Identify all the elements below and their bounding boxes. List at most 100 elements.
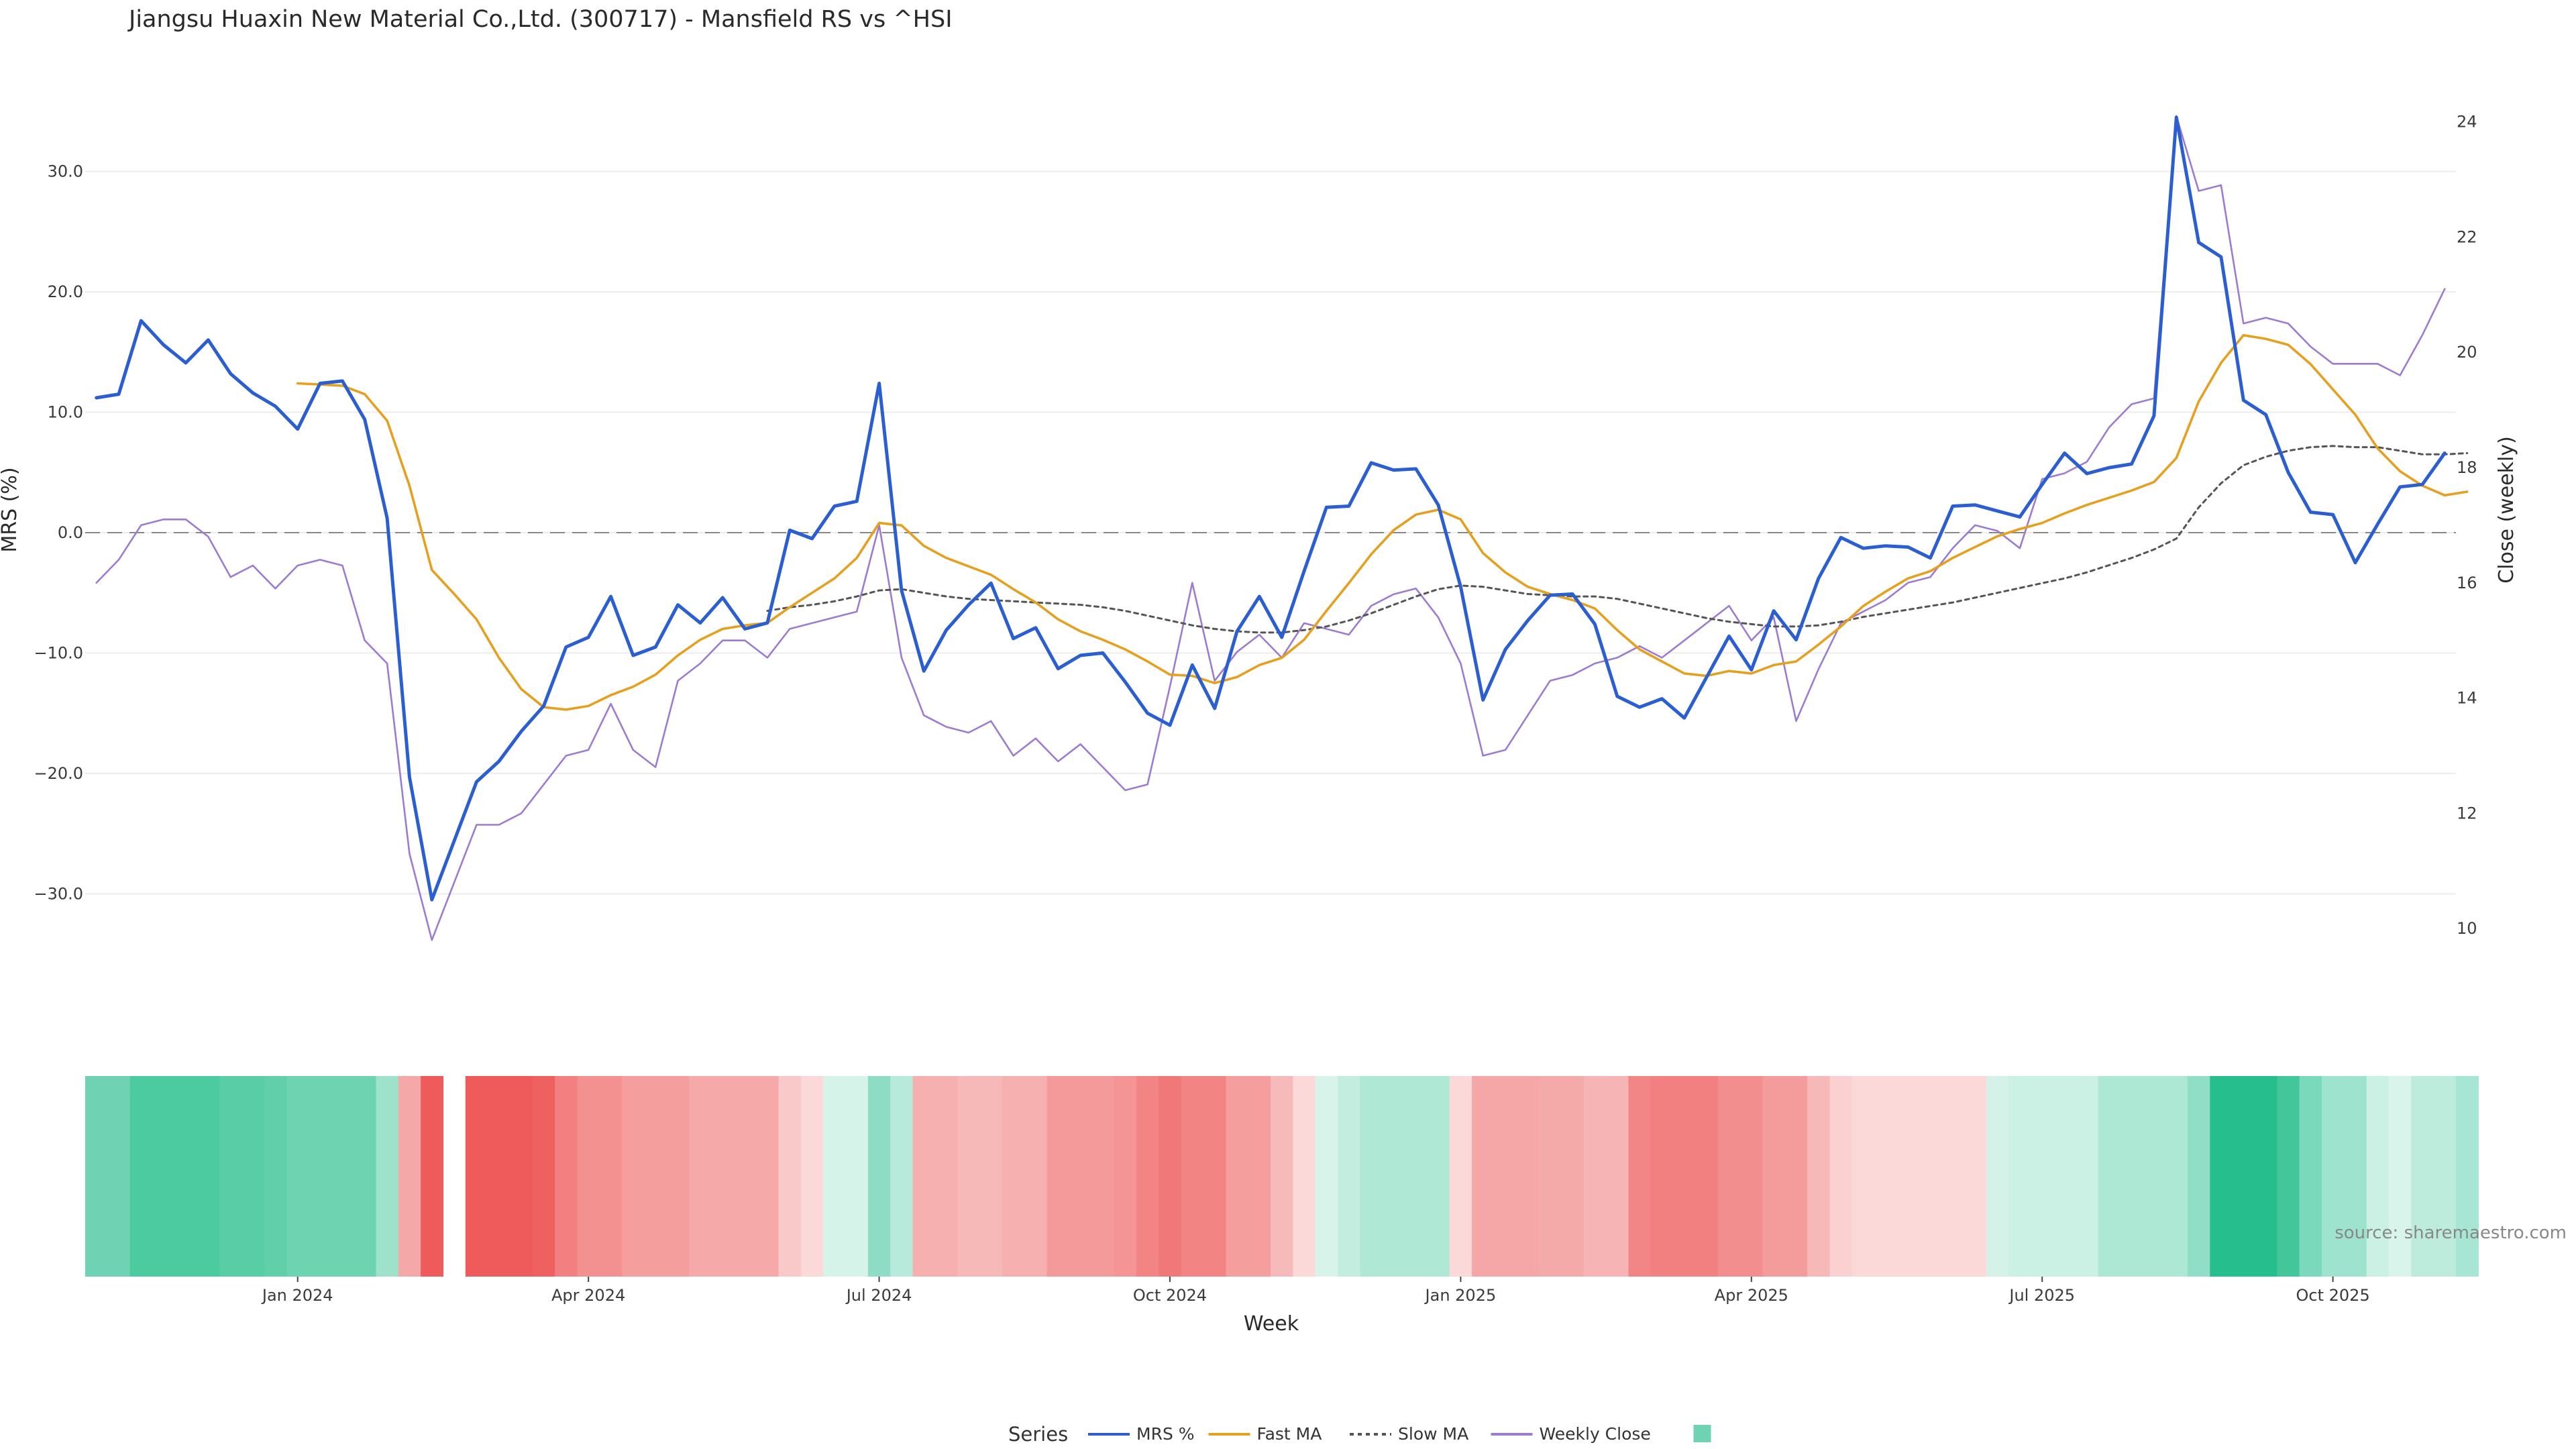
heat-cell [1046,1076,1070,1277]
heat-cell [644,1076,667,1277]
heat-cell [532,1076,555,1277]
heat-cell [1203,1076,1226,1277]
heat-cell [1762,1076,1786,1277]
heat-cell [555,1076,578,1277]
heat-cell [488,1076,511,1277]
right-tick-label: 18 [2457,458,2477,477]
heat-cell [2210,1076,2233,1277]
heat-cell [2031,1076,2054,1277]
heat-cell [1851,1076,1875,1277]
heat-cell [1159,1076,1182,1277]
heat-cell [1561,1076,1585,1277]
heat-cell [1091,1076,1115,1277]
legend-label: MRS % [1136,1424,1195,1444]
right-tick-label: 16 [2457,574,2477,592]
right-tick-label: 12 [2457,804,2477,822]
heat-cell [241,1076,265,1277]
legend-label: Fast MA [1257,1424,1322,1444]
legend-title: Series [1008,1423,1068,1446]
heat-cell [1248,1076,1271,1277]
legend-label: Weekly Close [1540,1424,1651,1444]
heat-cell [2187,1076,2210,1277]
heat-cell [800,1076,824,1277]
heat-cell [599,1076,623,1277]
heat-cell [1405,1076,1428,1277]
heat-cell [1360,1076,1383,1277]
heat-cell [957,1076,981,1277]
x-tick-label: Jan 2024 [261,1286,333,1305]
heat-cell [264,1076,287,1277]
heat-cell [577,1076,600,1277]
right-tick-label: 22 [2457,227,2477,246]
heat-cell [979,1076,1003,1277]
heat-cell [197,1076,220,1277]
heat-cell [1472,1076,1495,1277]
heat-cell [1338,1076,1360,1277]
x-tick-label: Oct 2025 [2296,1286,2370,1305]
heat-cell [2277,1076,2300,1277]
heat-cell [2299,1076,2322,1277]
heat-cell [711,1076,735,1277]
heat-cell [666,1076,690,1277]
right-tick-label: 14 [2457,689,2477,708]
heat-cell [1024,1076,1048,1277]
heat-cell [1494,1076,1517,1277]
heat-cell [1807,1076,1831,1277]
heat-cell [1136,1076,1159,1277]
heat-cell [85,1076,108,1277]
heat-cell [1919,1076,1942,1277]
heat-cell [756,1076,780,1277]
heat-cell [622,1076,645,1277]
heat-cell [934,1076,958,1277]
legend-swatch [1693,1425,1711,1442]
heat-cell [912,1076,936,1277]
heat-cell [733,1076,757,1277]
x-tick-label: Oct 2024 [1133,1286,1207,1305]
heat-cell [465,1076,488,1277]
series-line-slow-ma [766,445,2469,634]
heat-cell [1449,1076,1472,1277]
heat-cell [219,1076,242,1277]
heat-cell [890,1076,914,1277]
left-tick-label: −10.0 [34,643,83,662]
heat-cell [778,1076,802,1277]
left-axis-ticks: 30.0 20.0 10.0 0.0 −10.0 −20.0 −30.0 [34,162,83,904]
heat-cell [2321,1076,2345,1277]
x-axis-label: Week [1244,1312,1299,1336]
heat-cell [2411,1076,2434,1277]
chart-title: Jiangsu Huaxin New Material Co.,Ltd. (30… [127,6,953,33]
heat-cell [1002,1076,1025,1277]
heat-cell [845,1076,869,1277]
heat-cell [2232,1076,2255,1277]
heat-cell [2098,1076,2121,1277]
heat-cell [2366,1076,2390,1277]
left-axis-label: MRS (%) [0,467,21,552]
heat-cell [2076,1076,2099,1277]
heat-cell [1829,1076,1853,1277]
heat-cell [2344,1076,2367,1277]
x-tick-label: Apr 2025 [1715,1286,1788,1305]
heat-cell [331,1076,354,1277]
heat-strip [85,1076,2479,1277]
right-axis-ticks: 24 22 20 18 16 14 12 10 [2457,113,2477,938]
heat-cell [867,1076,891,1277]
x-tick-label: Jul 2025 [2008,1286,2075,1305]
heat-cell [1628,1076,1652,1277]
right-tick-label: 20 [2457,343,2477,362]
left-tick-label: −30.0 [34,884,83,903]
right-axis-label: Close (weekly) [2495,436,2518,584]
left-tick-label: 10.0 [48,403,83,422]
heat-cell [2254,1076,2277,1277]
heat-cell [1427,1076,1450,1277]
heat-cell [1226,1076,1249,1277]
heat-cell [1896,1076,1920,1277]
heat-cell [174,1076,198,1277]
heat-cell [1784,1076,1808,1277]
x-tick-label: Apr 2024 [551,1286,625,1305]
heat-cell [1382,1076,1405,1277]
series-layer [95,115,2469,941]
heat-cell [129,1076,153,1277]
heat-cell [152,1076,175,1277]
heat-cell [1650,1076,1674,1277]
heat-cell [1695,1076,1719,1277]
